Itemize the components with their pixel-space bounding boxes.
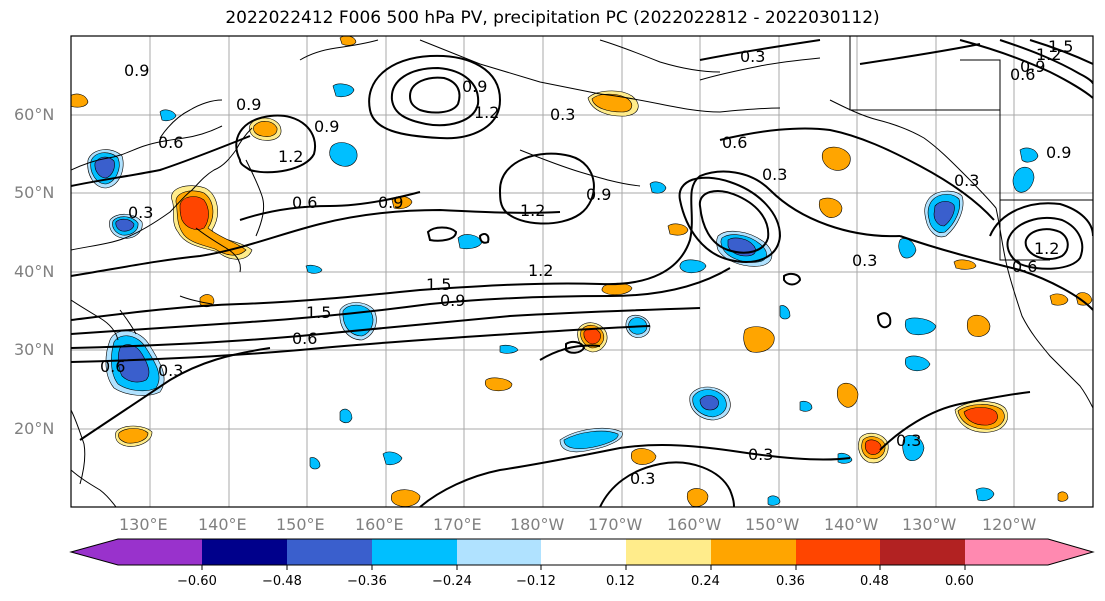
colorbar-tick-label: 0.36 <box>776 574 805 589</box>
contour-label: 0.3 <box>852 251 877 270</box>
contour-label: 0.9 <box>440 291 465 310</box>
colorbar-segment <box>457 539 541 565</box>
lon-label: 160°W <box>667 515 722 534</box>
colorbar-outline <box>69 538 1095 566</box>
contour-label: 1.2 <box>474 103 499 122</box>
contour-label: 0.3 <box>158 361 183 380</box>
colorbar-tick-label: −0.12 <box>516 574 556 589</box>
contour-label: 1.5 <box>1048 37 1073 56</box>
colorbar-tick-label: 0.60 <box>945 574 974 589</box>
lon-label: 150°W <box>745 515 800 534</box>
lat-label: 20°N <box>14 419 55 438</box>
contour-label: 1.2 <box>520 201 545 220</box>
colorbar-segment <box>117 539 202 565</box>
colorbar-extend-low <box>71 539 118 565</box>
contour-label: 0.3 <box>748 445 773 464</box>
contour-label: 0.6 <box>292 193 317 212</box>
contour-label: 1.2 <box>278 147 303 166</box>
colorbar-tick-label: 0.24 <box>691 574 720 589</box>
contour-label: 0.3 <box>954 171 979 190</box>
contour-label: 1.5 <box>306 303 331 322</box>
map-title: 2022022412 F006 500 hPa PV, precipitatio… <box>225 8 880 28</box>
contour-label: 0.6 <box>292 329 317 348</box>
contour-label: 0.3 <box>128 203 153 222</box>
colorbar <box>69 538 1095 570</box>
contour-label: 0.9 <box>462 77 487 96</box>
contour-label: 0.9 <box>1046 143 1071 162</box>
plot-frame <box>70 35 1094 508</box>
colorbar-segment <box>711 539 796 565</box>
lon-label: 130°E <box>119 515 168 534</box>
lat-label: 40°N <box>14 262 55 281</box>
contour-label: 0.6 <box>1012 257 1037 276</box>
coastlines <box>71 36 1093 507</box>
contour-label: 0.9 <box>124 61 149 80</box>
colorbar-segment <box>541 539 626 565</box>
colorbar-segment <box>626 539 711 565</box>
contour-label: 0.3 <box>762 165 787 184</box>
contour-label: 0.6 <box>100 357 125 376</box>
contour-label: 1.2 <box>528 261 553 280</box>
positive-anomalies <box>71 36 1093 507</box>
contour-label: 0.9 <box>586 185 611 204</box>
contour-label: 0.3 <box>896 431 921 450</box>
contour-label: 0.3 <box>550 105 575 124</box>
colorbar-segment <box>202 539 287 565</box>
lon-label: 170°W <box>588 515 643 534</box>
contour-label: 0.9 <box>314 117 339 136</box>
colorbar-segment <box>287 539 372 565</box>
colorbar-segment <box>372 539 457 565</box>
lon-label: 150°E <box>276 515 325 534</box>
contour-labels: 0.3 0.6 0.9 1.2 1.5 0.3 0.9 1.2 0.9 0.6 … <box>100 37 1073 488</box>
colorbar-tick-label: 0.12 <box>606 574 635 589</box>
contour-label: 0.9 <box>1020 57 1045 76</box>
colorbar-segment <box>880 539 965 565</box>
lon-label: 120°W <box>982 515 1037 534</box>
lon-label: 160°E <box>355 515 404 534</box>
contour-label: 0.6 <box>1010 65 1035 84</box>
colorbar-tick-label: −0.24 <box>432 574 472 589</box>
lon-label: 140°E <box>198 515 247 534</box>
lat-label: 30°N <box>14 340 55 359</box>
contour-label: 1.2 <box>1036 45 1061 64</box>
contour-label: 1.2 <box>1034 239 1059 258</box>
gridlines <box>71 36 1093 507</box>
contour-label: 0.6 <box>722 133 747 152</box>
lon-label: 140°W <box>824 515 879 534</box>
colorbar-segment <box>965 539 1048 565</box>
contour-label: 0.9 <box>378 193 403 212</box>
lat-label: 60°N <box>14 105 55 124</box>
colorbar-tick-label: −0.60 <box>177 574 217 589</box>
lon-label: 130°W <box>902 515 957 534</box>
lon-label: 180°W <box>510 515 565 534</box>
colorbar-tick-label: 0.48 <box>860 574 889 589</box>
contour-label: 0.9 <box>236 95 261 114</box>
lat-label: 50°N <box>14 183 55 202</box>
pv-contours <box>71 39 1093 507</box>
contour-label: 0.3 <box>740 47 765 66</box>
lon-label: 170°E <box>433 515 482 534</box>
colorbar-extend-high <box>1048 539 1093 565</box>
colorbar-segment <box>796 539 880 565</box>
colorbar-tick-label: −0.48 <box>262 574 302 589</box>
contour-label: 1.5 <box>426 275 451 294</box>
colorbar-tick-label: −0.36 <box>347 574 387 589</box>
contour-label: 0.3 <box>630 469 655 488</box>
contour-label: 0.6 <box>158 133 183 152</box>
